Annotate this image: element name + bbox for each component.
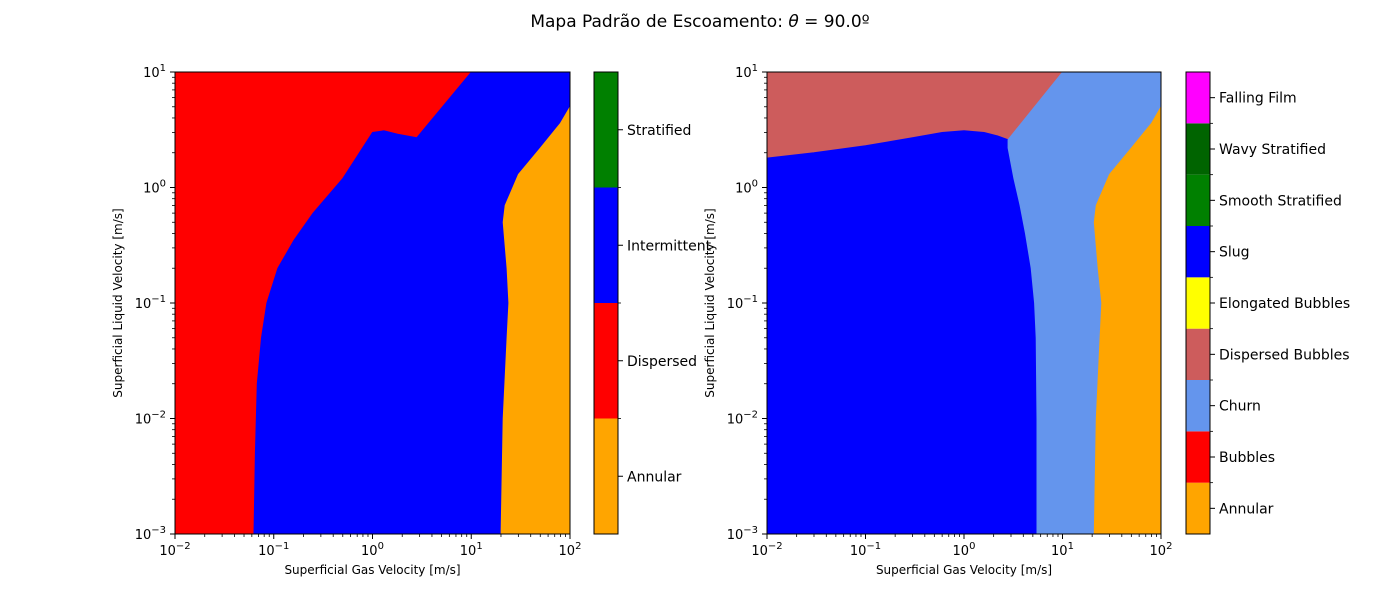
- y-tick-label: 100: [735, 179, 758, 197]
- x-tick-label: 10−1: [850, 541, 881, 559]
- x-tick-label: 101: [460, 541, 483, 559]
- colorbar-swatch-dispersed: [594, 303, 618, 419]
- colorbar-label: Slug: [1219, 245, 1250, 261]
- colorbar-swatch-smooth-stratified: [1186, 174, 1210, 226]
- x-tick-label: 101: [1051, 541, 1074, 559]
- y-tick-label: 10−3: [727, 525, 758, 543]
- y-tick-label: 101: [143, 63, 166, 81]
- y-tick-label: 10−1: [135, 294, 166, 312]
- flow-map-left: 10−2 10−1 100 101 10210−310−210−1100101Super…: [111, 63, 712, 577]
- colorbar-swatch-annular: [1186, 482, 1210, 534]
- x-tick-label: 10−2: [751, 541, 782, 559]
- y-tick-label: 10−1: [727, 294, 758, 312]
- y-tick-label: 101: [735, 63, 758, 81]
- region-slug: [767, 130, 1038, 534]
- colorbar-label: Bubbles: [1219, 450, 1275, 466]
- colorbar-swatch-elongated-bubbles: [1186, 277, 1210, 329]
- colorbar-frame: [1185, 71, 1211, 535]
- colorbar-label: Intermittent: [627, 238, 712, 254]
- colorbar-label: Wavy Stratified: [1219, 142, 1326, 158]
- x-tick-label: 102: [1150, 541, 1173, 559]
- colorbar-label: Churn: [1219, 399, 1261, 415]
- x-tick-label: 100: [953, 541, 976, 559]
- y-tick-label: 10−2: [727, 410, 758, 428]
- colorbar-swatch-intermittent: [594, 187, 618, 303]
- colorbar-label: Dispersed Bubbles: [1219, 347, 1350, 363]
- colorbar-label: Annular: [627, 469, 682, 485]
- region-annular: [500, 106, 570, 534]
- colorbar-swatch-dispersed-bubbles: [1186, 328, 1210, 380]
- region-annular: [1093, 106, 1161, 534]
- colorbar-swatch-slug: [1186, 226, 1210, 278]
- y-axis-label: Superficial Liquid Velocity [m/s]: [111, 208, 125, 397]
- colorbar-frame: [593, 71, 619, 535]
- y-axis-label: Superficial Liquid Velocity [m/s]: [703, 208, 717, 397]
- flow-map-right: 10−2 10−1 100 101 10210−310−210−1100101Super…: [703, 63, 1350, 577]
- colorbar-swatch-churn: [1186, 380, 1210, 432]
- colorbar-label: Dispersed: [627, 354, 697, 370]
- x-axis-label: Superficial Gas Velocity [m/s]: [876, 563, 1052, 577]
- colorbar-swatch-falling-film: [1186, 72, 1210, 124]
- y-tick-label: 10−3: [135, 525, 166, 543]
- x-tick-label: 10−1: [258, 541, 289, 559]
- x-axis-label: Superficial Gas Velocity [m/s]: [284, 563, 460, 577]
- colorbar-label: Smooth Stratified: [1219, 193, 1342, 209]
- colorbar-label: Annular: [1219, 501, 1274, 517]
- y-tick-label: 10−2: [135, 410, 166, 428]
- colorbar-swatch-annular: [594, 418, 618, 534]
- colorbar-label: Falling Film: [1219, 91, 1297, 107]
- y-tick-label: 100: [143, 179, 166, 197]
- colorbar-label: Elongated Bubbles: [1219, 296, 1350, 312]
- colorbar-swatch-bubbles: [1186, 431, 1210, 483]
- colorbar-swatch-wavy-stratified: [1186, 123, 1210, 175]
- colorbar-swatch-stratified: [594, 72, 618, 188]
- x-tick-label: 102: [559, 541, 582, 559]
- x-tick-label: 100: [361, 541, 384, 559]
- x-tick-label: 10−2: [159, 541, 190, 559]
- figure-title: Mapa Padrão de Escoamento: θ = 90.0º: [530, 12, 869, 32]
- colorbar-label: Stratified: [627, 123, 691, 139]
